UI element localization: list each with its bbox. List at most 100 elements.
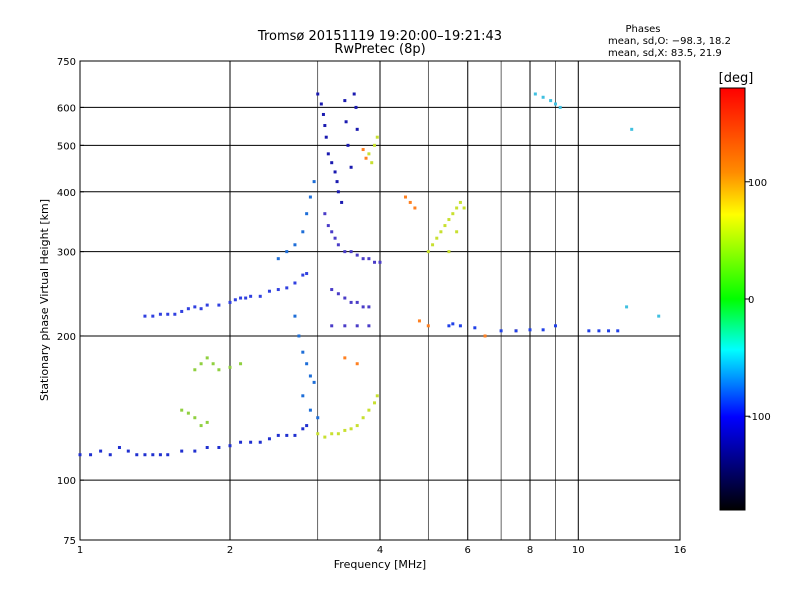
x-tick-label: 6 [465, 545, 471, 556]
data-point [403, 195, 407, 199]
data-point [293, 243, 297, 247]
data-point [447, 250, 451, 254]
data-point [249, 294, 253, 298]
data-point [375, 135, 379, 139]
data-point [657, 314, 661, 318]
y-tick-label: 75 [63, 536, 76, 547]
data-point [367, 324, 371, 328]
data-point [367, 152, 371, 156]
chart-subtitle: RwPretec (8p) [334, 42, 425, 57]
data-point [239, 362, 243, 366]
data-point [258, 294, 262, 298]
colorbar [719, 87, 746, 511]
data-point [541, 95, 545, 99]
data-point [458, 324, 462, 328]
data-point [455, 230, 459, 234]
data-point [285, 286, 289, 290]
data-point [558, 105, 562, 109]
data-point [370, 161, 374, 165]
y-tick-label: 500 [57, 141, 76, 152]
data-point [367, 305, 371, 309]
data-point [217, 445, 221, 449]
data-point [239, 440, 243, 444]
data-point [186, 307, 190, 311]
data-point [180, 408, 184, 412]
data-point [330, 288, 334, 292]
data-point [355, 127, 359, 131]
data-point [447, 324, 451, 328]
data-point [312, 180, 316, 184]
data-point [293, 281, 297, 285]
data-point [324, 135, 328, 139]
data-point [321, 112, 325, 116]
data-point [340, 200, 344, 204]
y-tick-label: 100 [57, 476, 76, 487]
x-tick-label: 4 [377, 545, 383, 556]
data-point [199, 424, 203, 428]
x-axis-label: Frequency [MHz] [334, 558, 426, 571]
stats-title: Phases [625, 24, 660, 35]
data-point [333, 170, 337, 174]
data-point [354, 105, 358, 109]
data-point [267, 289, 271, 293]
y-axis-label: Stationary phase Virtual Height [km] [38, 199, 51, 401]
data-point [431, 243, 435, 247]
data-point [166, 453, 170, 457]
data-point [151, 453, 155, 457]
data-point [211, 362, 215, 366]
data-point [293, 314, 297, 318]
data-point [349, 427, 353, 431]
data-point [333, 236, 337, 240]
data-point [549, 99, 553, 103]
data-point [126, 449, 130, 453]
data-point [316, 92, 320, 96]
y-tick-label: 750 [57, 57, 76, 68]
data-point [297, 334, 301, 338]
data-point [373, 401, 377, 405]
data-point [276, 433, 280, 437]
data-point [301, 230, 305, 234]
data-point [316, 432, 320, 436]
x-tick-labels: 1 2 4 6 8 10 16 [77, 545, 687, 556]
data-point [361, 416, 365, 420]
data-point [293, 433, 297, 437]
data-point [349, 300, 353, 304]
data-point [193, 416, 197, 420]
data-point [217, 368, 221, 372]
data-point [528, 328, 532, 332]
data-point [308, 374, 312, 378]
data-point [355, 324, 359, 328]
data-point [367, 408, 371, 412]
grid-lines [80, 61, 680, 540]
data-point [186, 411, 190, 415]
data-point [228, 300, 232, 304]
data-point [228, 444, 232, 448]
data-point [426, 324, 430, 328]
y-tick-labels: 75 100 200 300 400 500 600 750 [57, 57, 84, 547]
data-point [135, 453, 139, 457]
data-point [625, 305, 629, 309]
data-point [330, 432, 334, 436]
data-point [193, 368, 197, 372]
x-tick-label: 16 [674, 545, 687, 556]
data-point [193, 305, 197, 309]
data-point [346, 143, 350, 147]
y-tick-label: 300 [57, 248, 76, 259]
data-point [108, 453, 112, 457]
data-point [616, 329, 620, 333]
data-point [326, 152, 330, 156]
data-point [193, 449, 197, 453]
data-point [326, 224, 330, 228]
data-point [335, 180, 339, 184]
data-point [344, 120, 348, 124]
data-point [343, 296, 347, 300]
data-point [89, 453, 93, 457]
data-point [336, 432, 340, 436]
data-point [553, 324, 557, 328]
data-point [533, 92, 537, 96]
data-point [355, 253, 359, 257]
data-point [180, 309, 184, 313]
data-point [426, 250, 430, 254]
data-point [458, 200, 462, 204]
data-point [435, 236, 439, 240]
